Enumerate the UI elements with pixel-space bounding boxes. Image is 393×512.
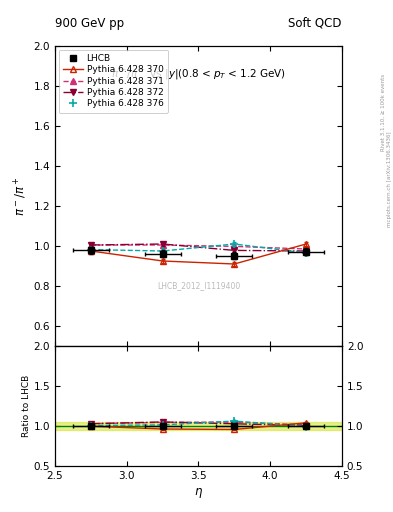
Pythia 6.428 370 (232, 261, 237, 267)
Pythia 6.428 370 (304, 241, 309, 247)
Pythia 6.428 376 (88, 247, 93, 253)
LHCB (232, 252, 237, 259)
LHCB (88, 247, 93, 253)
Text: $\pi^-/\pi^+$ vs $|y|$(0.8 < $p_{T}$ < 1.2 GeV): $\pi^-/\pi^+$ vs $|y|$(0.8 < $p_{T}$ < 1… (111, 67, 286, 82)
Pythia 6.428 372 (232, 247, 237, 253)
Pythia 6.428 371 (160, 242, 165, 248)
Pythia 6.428 372 (88, 242, 93, 248)
Pythia 6.428 371 (88, 242, 93, 248)
Text: 900 GeV pp: 900 GeV pp (55, 16, 124, 30)
Pythia 6.428 372 (160, 241, 165, 247)
LHCB (160, 250, 165, 257)
Line: LHCB: LHCB (88, 247, 309, 259)
Text: Rivet 3.1.10, ≥ 100k events: Rivet 3.1.10, ≥ 100k events (381, 74, 386, 151)
Text: Soft QCD: Soft QCD (288, 16, 342, 30)
Line: Pythia 6.428 370: Pythia 6.428 370 (87, 241, 310, 267)
X-axis label: $\eta$: $\eta$ (194, 486, 203, 500)
LHCB (304, 248, 309, 254)
Pythia 6.428 376 (160, 248, 165, 254)
Y-axis label: $\pi^-/\pi^+$: $\pi^-/\pi^+$ (13, 176, 29, 216)
Y-axis label: Ratio to LHCB: Ratio to LHCB (22, 375, 31, 437)
Bar (55, 422, 342, 430)
Line: Pythia 6.428 372: Pythia 6.428 372 (87, 241, 310, 254)
Line: Pythia 6.428 371: Pythia 6.428 371 (87, 242, 310, 252)
Text: mcplots.cern.ch [arXiv:1306.3436]: mcplots.cern.ch [arXiv:1306.3436] (387, 132, 391, 227)
Pythia 6.428 371 (232, 243, 237, 249)
Line: Pythia 6.428 376: Pythia 6.428 376 (87, 240, 310, 257)
Pythia 6.428 376 (304, 250, 309, 256)
Pythia 6.428 371 (304, 246, 309, 252)
Legend: LHCB, Pythia 6.428 370, Pythia 6.428 371, Pythia 6.428 372, Pythia 6.428 376: LHCB, Pythia 6.428 370, Pythia 6.428 371… (59, 50, 168, 113)
Pythia 6.428 370 (160, 258, 165, 264)
Text: LHCB_2012_I1119400: LHCB_2012_I1119400 (157, 282, 240, 290)
Pythia 6.428 376 (232, 241, 237, 247)
Pythia 6.428 370 (88, 248, 93, 254)
Pythia 6.428 372 (304, 248, 309, 254)
